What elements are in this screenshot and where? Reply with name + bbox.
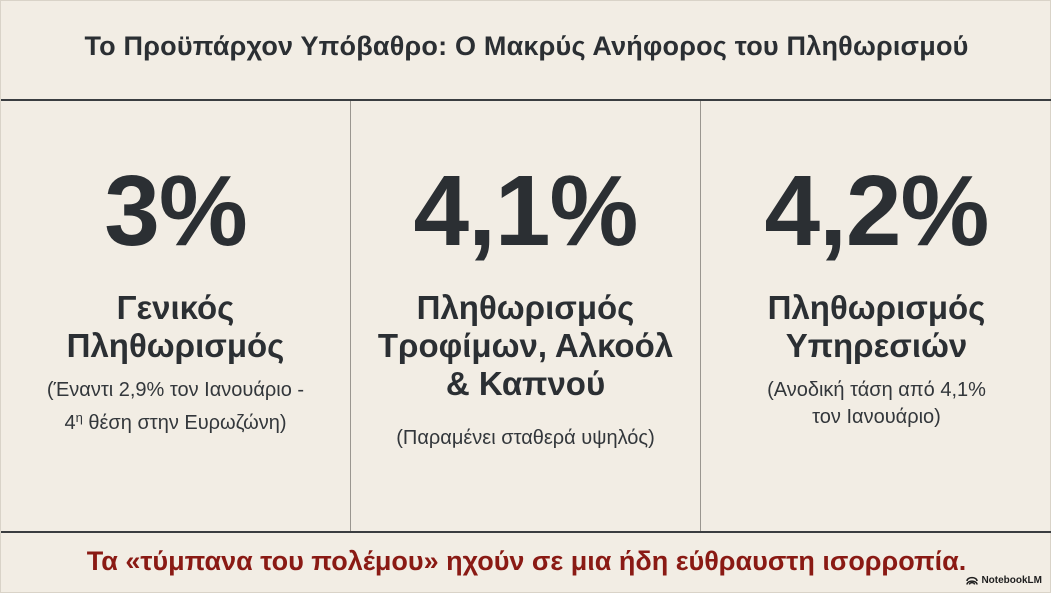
stat-title-line: & Καπνού (445, 365, 606, 402)
panel-services-inflation: 4,2% Πληθωρισμός Υπηρεσιών (Ανοδική τάση… (700, 101, 1051, 531)
stat-title-line: Υπηρεσιών (785, 327, 968, 364)
stats-panels: 3% Γενικός Πληθωρισμός (Έναντι 2,9% τον … (1, 101, 1051, 531)
footer-tagline: Τα «τύμπανα του πολέμου» ηχούν σε μια ήδ… (86, 546, 967, 576)
rank-text: θέση στην Ευρωζώνη) (82, 412, 287, 434)
stat-title-line: Γενικός (116, 289, 235, 326)
brand-label: NotebookLM (981, 575, 1042, 586)
stat-note: (Ανοδική τάση από 4,1% τον Ιανουάριο) (767, 377, 986, 431)
stat-note: (Παραμένει σταθερά υψηλός) (396, 425, 654, 452)
slide-title: Το Προϋπάρχον Υπόβαθρο: Ο Μακρύς Ανήφορο… (84, 30, 969, 61)
stat-value: 4,1% (413, 155, 639, 267)
stat-title: Γενικός Πληθωρισμός (67, 289, 285, 365)
panel-food-inflation: 4,1% Πληθωρισμός Τροφίμων, Αλκοόλ & Καπν… (350, 101, 700, 531)
notebooklm-watermark: NotebookLM (966, 575, 1042, 586)
stat-title-line: Τροφίμων, Αλκοόλ (377, 327, 674, 364)
notebooklm-logo-icon (966, 576, 979, 585)
header: Το Προϋπάρχον Υπόβαθρο: Ο Μακρύς Ανήφορο… (1, 1, 1051, 101)
panel-general-inflation: 3% Γενικός Πληθωρισμός (Έναντι 2,9% τον … (1, 101, 350, 531)
stat-note: (Έναντι 2,9% τον Ιανουάριο - 4η θέση στη… (47, 377, 304, 437)
stat-note-line: τον Ιανουάριο) (812, 406, 941, 428)
stat-title-line: Πληθωρισμός (66, 327, 285, 364)
stat-title-line: Πληθωρισμός (416, 289, 635, 326)
rank-number: 4 (64, 412, 76, 434)
stat-title: Πληθωρισμός Υπηρεσιών (768, 289, 986, 365)
stat-value: 4,2% (764, 155, 990, 267)
stat-value: 3% (104, 155, 248, 267)
stat-note-line: (Ανοδική τάση από 4,1% (767, 379, 986, 401)
footer: Τα «τύμπανα του πολέμου» ηχούν σε μια ήδ… (1, 531, 1051, 593)
stat-note-line: (Παραμένει σταθερά υψηλός) (396, 427, 655, 449)
stat-title: Πληθωρισμός Τροφίμων, Αλκοόλ & Καπνού (378, 289, 673, 403)
stat-title-line: Πληθωρισμός (767, 289, 986, 326)
stat-note-line: 4η θέση στην Ευρωζώνη) (47, 404, 304, 437)
rank-superscript: η (75, 410, 83, 425)
stat-note-line: (Έναντι 2,9% τον Ιανουάριο - (46, 379, 305, 401)
